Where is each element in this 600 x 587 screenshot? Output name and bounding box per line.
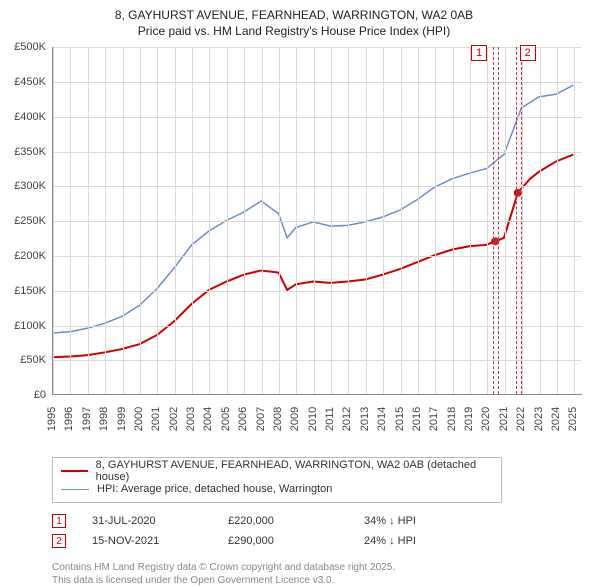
gridline-h xyxy=(53,291,582,292)
titles: 8, GAYHURST AVENUE, FEARNHEAD, WARRINGTO… xyxy=(8,8,580,39)
gridline-v xyxy=(227,47,228,394)
gridline-v xyxy=(209,47,210,394)
legend-label: 8, GAYHURST AVENUE, FEARNHEAD, WARRINGTO… xyxy=(96,459,493,483)
gridline-h xyxy=(53,256,582,257)
gridline-h xyxy=(53,117,582,118)
gridline-h xyxy=(53,360,582,361)
y-tick-label: £500K xyxy=(14,41,52,53)
sale-row: 2 15-NOV-2021 £290,000 24% ↓ HPI xyxy=(52,531,580,551)
sale-price: £220,000 xyxy=(228,515,338,527)
gridline-h xyxy=(53,221,582,222)
sale-marker-band xyxy=(493,47,499,394)
y-tick-label: £250K xyxy=(14,215,52,227)
legend-swatch xyxy=(61,470,88,472)
gridline-v xyxy=(574,47,575,394)
gridline-v xyxy=(314,47,315,394)
gridline-h xyxy=(53,47,582,48)
y-tick-label: £50K xyxy=(20,354,52,366)
gridline-v xyxy=(470,47,471,394)
gridline-v xyxy=(401,47,402,394)
gridline-v xyxy=(262,47,263,394)
gridline-h xyxy=(53,152,582,153)
gridline-v xyxy=(296,47,297,394)
legend-label: HPI: Average price, detached house, Warr… xyxy=(97,483,332,495)
gridline-v xyxy=(418,47,419,394)
sale-marker-badge: 1 xyxy=(471,45,487,61)
gridline-v xyxy=(383,47,384,394)
gridline-v xyxy=(505,47,506,394)
gridline-h xyxy=(53,82,582,83)
gridline-v xyxy=(70,47,71,394)
gridline-v xyxy=(279,47,280,394)
y-tick-label: £200K xyxy=(14,250,52,262)
y-tick-label: £350K xyxy=(14,146,52,158)
footer-line: Contains HM Land Registry data © Crown c… xyxy=(52,561,580,574)
y-tick-label: £300K xyxy=(14,180,52,192)
gridline-v xyxy=(540,47,541,394)
gridline-v xyxy=(140,47,141,394)
sales-table: 1 31-JUL-2020 £220,000 34% ↓ HPI 2 15-NO… xyxy=(52,511,580,551)
legend-swatch xyxy=(61,489,89,490)
sale-row: 1 31-JUL-2020 £220,000 34% ↓ HPI xyxy=(52,511,580,531)
sale-price: £290,000 xyxy=(228,535,338,547)
gridline-v xyxy=(244,47,245,394)
sale-date: 31-JUL-2020 xyxy=(92,515,202,527)
gridline-v xyxy=(366,47,367,394)
title-line-2: Price paid vs. HM Land Registry's House … xyxy=(8,24,580,40)
gridline-v xyxy=(522,47,523,394)
gridline-v xyxy=(348,47,349,394)
gridline-v xyxy=(53,47,54,394)
gridline-v xyxy=(453,47,454,394)
footer: Contains HM Land Registry data © Crown c… xyxy=(52,561,580,587)
gridline-v xyxy=(175,47,176,394)
sale-marker-badge: 2 xyxy=(520,45,536,61)
y-tick-label: £450K xyxy=(14,76,52,88)
gridline-v xyxy=(157,47,158,394)
gridline-v xyxy=(487,47,488,394)
legend: 8, GAYHURST AVENUE, FEARNHEAD, WARRINGTO… xyxy=(52,457,502,503)
plot xyxy=(52,47,582,395)
sale-delta: 34% ↓ HPI xyxy=(364,515,474,527)
y-tick-label: £400K xyxy=(14,111,52,123)
sale-badge: 2 xyxy=(52,534,66,548)
gridline-v xyxy=(123,47,124,394)
sale-badge: 1 xyxy=(52,514,66,528)
footer-line: This data is licensed under the Open Gov… xyxy=(52,574,580,587)
title-line-1: 8, GAYHURST AVENUE, FEARNHEAD, WARRINGTO… xyxy=(8,8,580,24)
gridline-v xyxy=(192,47,193,394)
legend-row: 8, GAYHURST AVENUE, FEARNHEAD, WARRINGTO… xyxy=(61,462,493,480)
gridline-v xyxy=(88,47,89,394)
y-tick-label: £150K xyxy=(14,285,52,297)
gridline-v xyxy=(105,47,106,394)
gridline-h xyxy=(53,326,582,327)
sale-date: 15-NOV-2021 xyxy=(92,535,202,547)
chart-area: £0£50K£100K£150K£200K£250K£300K£350K£400… xyxy=(52,47,582,417)
sale-marker-band xyxy=(516,47,522,394)
chart-container: 8, GAYHURST AVENUE, FEARNHEAD, WARRINGTO… xyxy=(0,0,600,560)
gridline-v xyxy=(331,47,332,394)
gridline-v xyxy=(557,47,558,394)
gridline-v xyxy=(435,47,436,394)
y-tick-label: £100K xyxy=(14,320,52,332)
x-tick-label: 2010 xyxy=(307,407,319,431)
gridline-h xyxy=(53,186,582,187)
x-tick-label: 2025 xyxy=(567,407,579,431)
sale-delta: 24% ↓ HPI xyxy=(364,535,474,547)
